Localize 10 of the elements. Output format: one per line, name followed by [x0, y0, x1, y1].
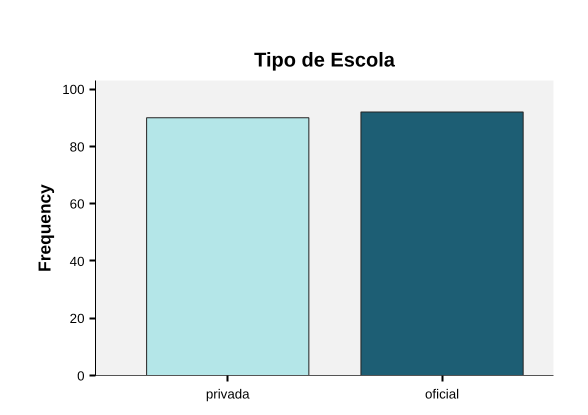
- chart-title: Tipo de Escola: [254, 50, 396, 72]
- y-tick-label: 100: [62, 82, 85, 98]
- y-tick-label: 60: [70, 196, 85, 212]
- y-tick-label: 0: [77, 368, 85, 384]
- y-tick-label: 40: [70, 254, 85, 269]
- y-axis-title: Frequency: [34, 184, 54, 272]
- y-tick-label: 20: [70, 311, 85, 326]
- x-tick-label: privada: [206, 386, 250, 402]
- y-tick-label: 80: [70, 139, 85, 154]
- x-tick-label: oficial: [425, 386, 460, 402]
